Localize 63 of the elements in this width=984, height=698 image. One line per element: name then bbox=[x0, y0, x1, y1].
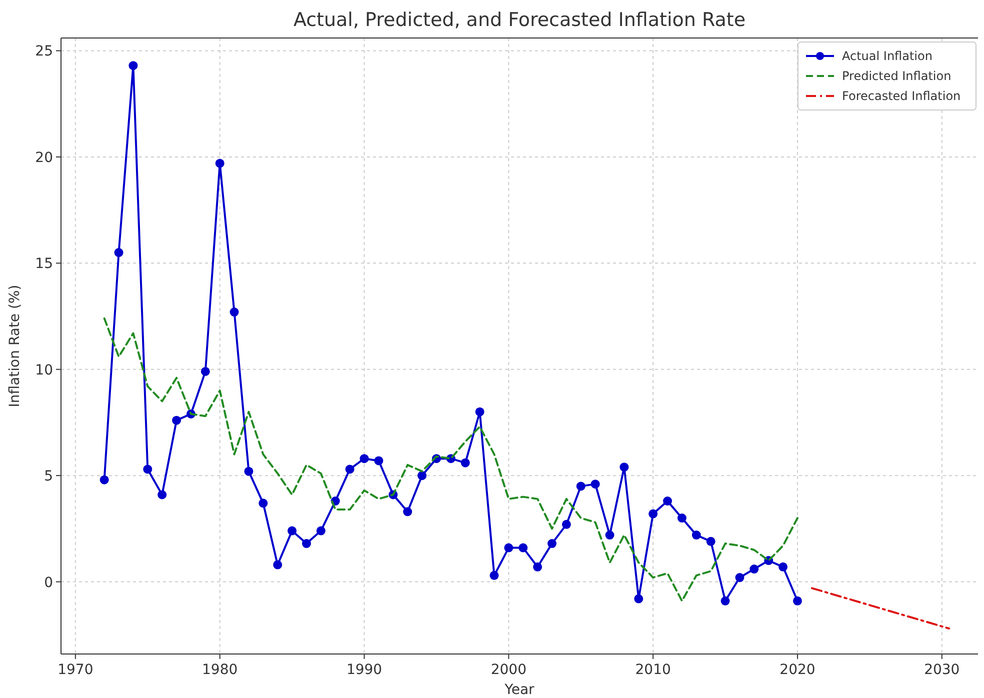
legend-label: Forecasted Inflation bbox=[842, 89, 961, 103]
y-tick-label: 15 bbox=[35, 256, 53, 272]
point bbox=[172, 416, 182, 425]
point bbox=[374, 456, 384, 466]
x-tick-label: 2000 bbox=[490, 662, 526, 678]
point bbox=[792, 596, 802, 606]
point bbox=[692, 530, 701, 540]
point bbox=[215, 158, 224, 168]
point bbox=[663, 496, 672, 506]
point bbox=[258, 498, 268, 508]
point bbox=[533, 562, 542, 572]
point bbox=[620, 462, 629, 472]
point bbox=[735, 573, 744, 582]
point bbox=[316, 526, 326, 536]
point bbox=[345, 464, 354, 474]
point bbox=[302, 539, 311, 548]
point bbox=[475, 407, 484, 416]
x-axis-title: Year bbox=[504, 682, 535, 698]
chart-title: Actual, Predicted, and Forecasted Inflation Rate bbox=[293, 9, 746, 31]
line-series bbox=[103, 317, 798, 602]
point bbox=[230, 308, 239, 317]
point bbox=[143, 464, 152, 474]
point bbox=[100, 475, 109, 484]
point bbox=[360, 454, 369, 464]
point bbox=[778, 562, 788, 572]
y-tick-label: 0 bbox=[44, 574, 53, 591]
x-tick-label: 2020 bbox=[780, 662, 816, 678]
point bbox=[562, 520, 571, 529]
x-tick-label: 2010 bbox=[635, 662, 671, 678]
legend-label: Predicted Inflation bbox=[842, 69, 952, 83]
point bbox=[418, 471, 427, 480]
point bbox=[504, 543, 514, 552]
y-tick-label: 10 bbox=[35, 362, 53, 378]
point bbox=[288, 526, 297, 536]
point bbox=[590, 480, 600, 489]
y-tick-label: 25 bbox=[35, 44, 53, 60]
point bbox=[605, 530, 614, 540]
point bbox=[547, 539, 556, 548]
point bbox=[273, 560, 282, 570]
point bbox=[518, 543, 528, 552]
point bbox=[244, 466, 254, 476]
point bbox=[750, 564, 759, 574]
point bbox=[128, 61, 138, 70]
x-tick-label: 1990 bbox=[346, 662, 382, 678]
y-tick-label: 20 bbox=[35, 150, 53, 166]
point bbox=[648, 509, 658, 518]
point bbox=[720, 596, 730, 606]
point bbox=[460, 458, 470, 468]
point bbox=[490, 570, 499, 580]
point bbox=[114, 248, 124, 258]
point bbox=[403, 507, 412, 516]
point bbox=[706, 536, 716, 546]
legend-label: Actual Inflation bbox=[842, 49, 932, 63]
x-tick-label: 2030 bbox=[924, 662, 960, 678]
point bbox=[677, 514, 686, 523]
y-tick-label: 5 bbox=[44, 468, 53, 485]
point bbox=[200, 366, 210, 376]
x-tick-label: 1980 bbox=[202, 662, 238, 678]
y-axis-title: Inflation Rate (%) bbox=[7, 284, 23, 408]
point bbox=[158, 490, 167, 500]
point bbox=[634, 594, 644, 604]
point bbox=[576, 482, 586, 491]
x-tick-label: 1970 bbox=[58, 662, 94, 678]
